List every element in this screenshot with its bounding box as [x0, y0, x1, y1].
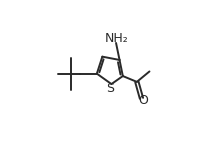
Text: O: O: [138, 94, 148, 107]
Text: NH₂: NH₂: [105, 32, 128, 45]
Text: S: S: [106, 82, 115, 95]
